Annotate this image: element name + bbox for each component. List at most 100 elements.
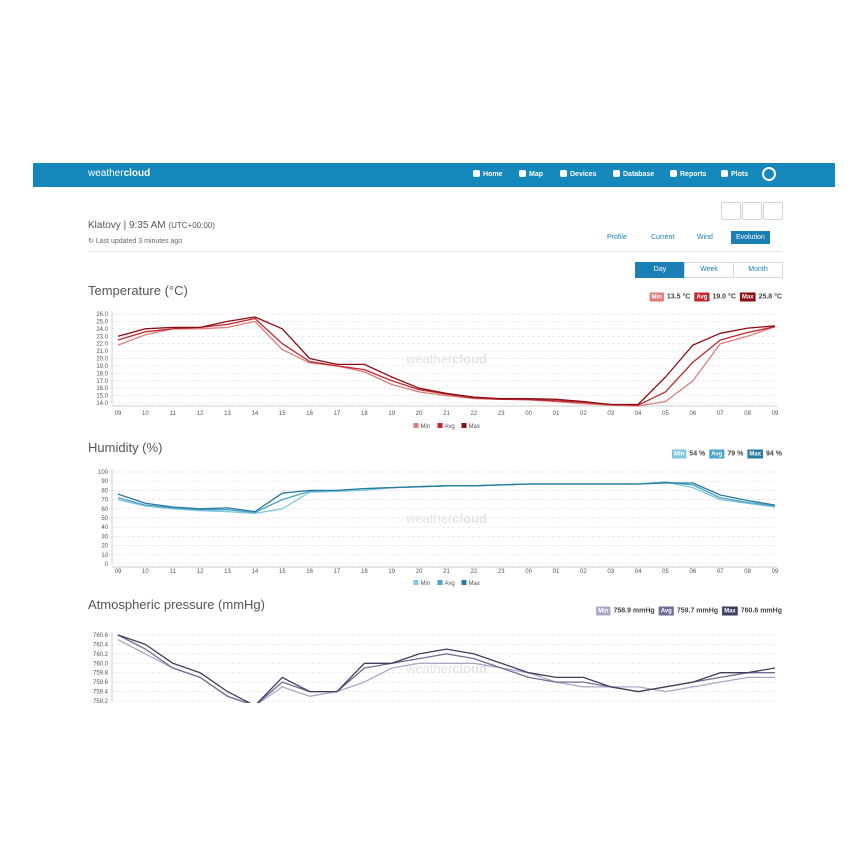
x-tick-label: 16 [306,411,313,417]
y-tick-label: 16.0 [96,386,108,392]
series-line [117,320,776,407]
x-tick-label: 02 [580,411,587,417]
x-tick-label: 04 [635,411,642,417]
y-tick-label: 100 [98,470,109,476]
legend-label: Avg [445,581,455,587]
summary-value: 759.7 mmHg [677,608,718,615]
x-tick-label: 03 [607,411,614,417]
summary-value: 19.0 °C [712,293,735,301]
summary-badge [649,292,664,302]
legend-label: Max [469,581,480,587]
period-month[interactable]: Month [733,262,783,278]
logo-text-bold: cloud [123,168,151,179]
x-tick-label: 06 [690,411,697,417]
summary-value: 760.6 mmHg [741,608,782,615]
x-tick-label: 18 [361,411,368,417]
y-tick-label: 760.2 [93,652,109,658]
y-tick-label: 70 [101,498,108,504]
y-tick-label: 760.0 [93,661,109,667]
x-tick-label: 17 [334,411,341,417]
nav-reports[interactable]: Reports [670,170,706,178]
x-tick-label: 03 [607,569,614,575]
summary-badge [722,606,738,616]
timezone: (UTC+00:00) [168,221,215,230]
x-tick-label: 21 [443,411,450,417]
watermark: weathercloud [405,352,487,367]
nav-devices[interactable]: Devices [560,170,596,178]
y-tick-label: 10 [101,553,108,559]
y-tick-label: 0 [105,562,109,568]
tab-evolution[interactable]: Evolution [731,231,770,244]
x-tick-label: 02 [580,569,587,575]
divider [88,251,782,252]
y-tick-label: 760.4 [93,642,109,648]
favorite-button[interactable] [742,202,762,220]
tab-wind[interactable]: Wind [697,234,713,241]
watermark-text: cloud [452,352,487,367]
summary-name: Avg [696,295,707,301]
x-tick-label: 20 [416,411,423,417]
y-tick-label: 30 [101,534,108,540]
x-tick-label: 06 [690,569,697,575]
summary-name: Max [749,452,761,458]
share-button[interactable] [763,202,783,220]
x-tick-label: 19 [388,411,395,417]
x-tick-label: 23 [498,569,505,575]
summary-name: Max [742,295,754,301]
x-tick-label: 22 [471,569,478,575]
tab-profile[interactable]: Profile [607,234,627,241]
x-tick-label: 13 [224,569,231,575]
x-tick-label: 09 [115,411,122,417]
watermark-text: cloud [452,511,487,526]
summary-value: 25.8 °C [759,293,782,301]
summary-name: Avg [711,452,722,458]
nav-home[interactable]: Home [473,170,502,178]
chart-title: Atmospheric pressure (mmHg) [88,597,265,612]
user-icon[interactable] [762,167,776,181]
summary-value: 758.9 mmHg [613,608,654,615]
last-updated: ↻ Last updated 3 minutes ago [88,238,183,245]
x-tick-label: 17 [334,569,341,575]
logo-text: weather [88,168,124,179]
nav-plots[interactable]: Plots [721,170,748,178]
nav-map[interactable]: Map [519,170,543,178]
y-tick-label: 60 [101,507,108,513]
x-tick-label: 15 [279,411,286,417]
x-tick-label: 16 [306,569,313,575]
x-tick-label: 12 [197,569,204,575]
x-tick-label: 01 [553,569,560,575]
x-tick-label: 15 [279,569,286,575]
summary-badge [658,606,674,616]
legend-swatch [413,580,419,585]
x-tick-label: 19 [388,569,395,575]
legend-swatch [461,580,467,585]
y-tick-label: 15.0 [96,394,108,400]
chart-button[interactable] [721,202,741,220]
x-tick-label: 05 [662,569,669,575]
chart-title: Humidity (%) [88,440,162,455]
legend-swatch [437,580,443,585]
x-tick-label: 08 [744,411,751,417]
summary-name: Min [652,295,663,301]
series-line [117,316,776,406]
tab-current[interactable]: Current [651,234,675,241]
x-tick-label: 09 [115,569,122,575]
nav-database[interactable]: Database [613,170,654,178]
x-tick-label: 07 [717,569,724,575]
x-tick-label: 20 [416,569,423,575]
summary-name: Min [674,452,685,458]
y-tick-label: 40 [101,525,108,531]
summary-badge [739,292,756,302]
y-tick-label: 90 [101,479,108,485]
x-tick-label: 09 [772,411,779,417]
x-tick-label: 09 [772,569,779,575]
x-tick-label: 01 [553,411,560,417]
watermark: weathercloud [405,511,487,526]
watermark-text: weather [405,511,453,526]
summary-badge [747,449,764,459]
watermark-text: cloud [452,661,487,676]
logo[interactable]: weathercloud [88,168,150,179]
watermark-text: weather [405,352,453,367]
summary-name: Avg [661,609,672,615]
